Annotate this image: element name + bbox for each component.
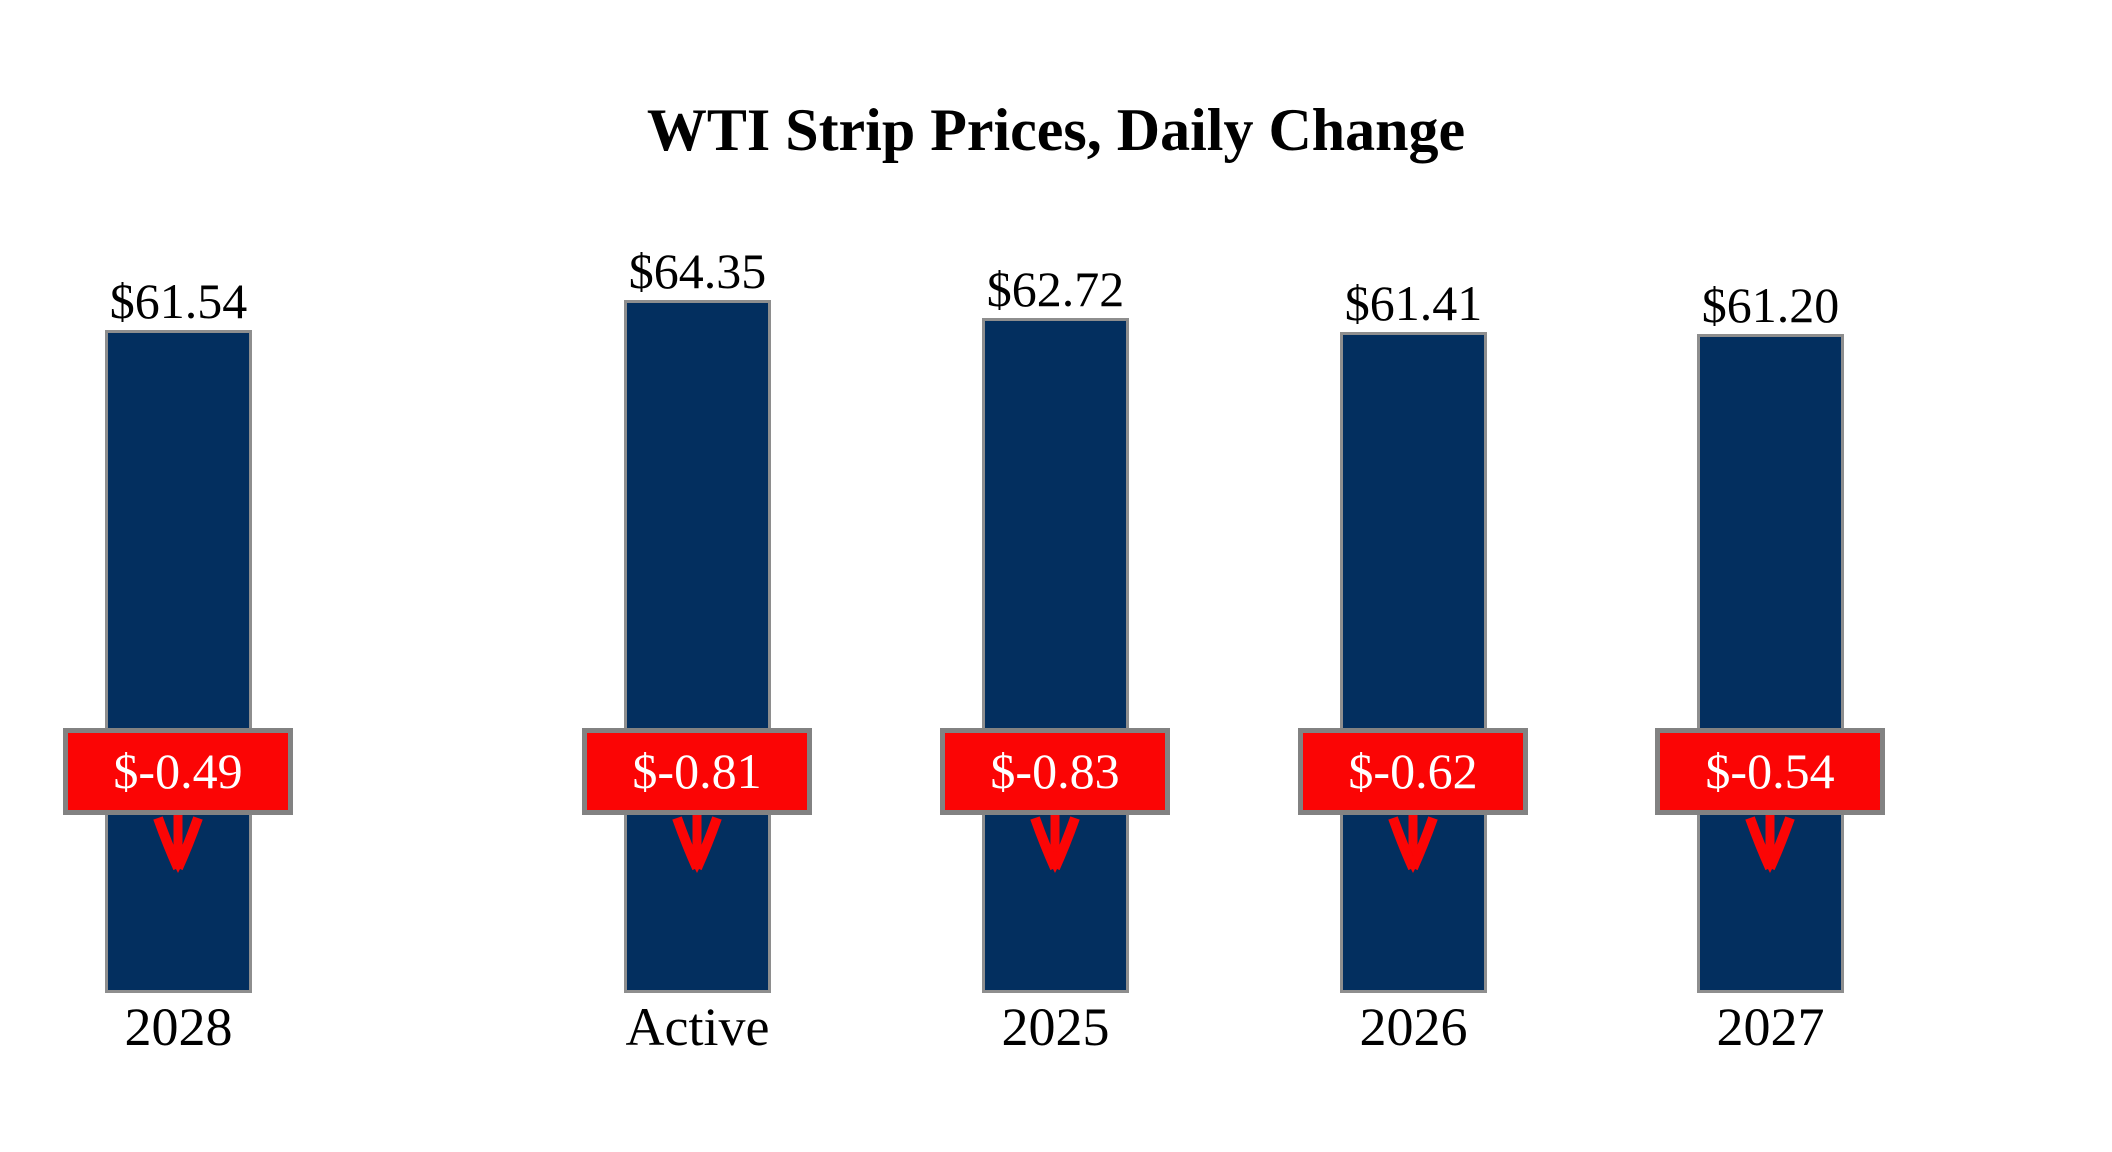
bar-group-2025: $62.72 $-0.83 2025 xyxy=(877,0,1234,1152)
down-arrow-icon xyxy=(1745,814,1795,873)
price-label: $61.20 xyxy=(1701,277,1840,333)
daily-change-badge: $-0.62 xyxy=(1298,728,1528,815)
daily-change-badge: $-0.49 xyxy=(63,728,293,815)
daily-change-badge: $-0.81 xyxy=(582,728,812,815)
price-label: $64.35 xyxy=(628,243,767,299)
price-bar xyxy=(105,330,252,993)
daily-change-badge: $-0.83 xyxy=(940,728,1170,815)
bar-group-2027: $61.20 $-0.54 2027 xyxy=(1592,0,1949,1152)
bar-group-active: $64.35 $-0.81 Active xyxy=(519,0,876,1152)
bar-group-2028: $61.54 $-0.49 2028 xyxy=(0,0,357,1152)
category-label: 2026 xyxy=(1359,997,1468,1057)
price-bar xyxy=(624,300,771,993)
price-label: $61.41 xyxy=(1344,275,1483,331)
chart-title: WTI Strip Prices, Daily Change xyxy=(646,97,1466,163)
down-arrow-icon xyxy=(153,814,203,873)
category-label: 2028 xyxy=(124,997,233,1057)
down-arrow-icon xyxy=(1388,814,1438,873)
category-label: 2025 xyxy=(1001,997,1110,1057)
down-arrow-icon xyxy=(672,814,722,873)
daily-change-badge: $-0.54 xyxy=(1655,728,1885,815)
price-bar xyxy=(982,318,1129,993)
bar-group-2026: $61.41 $-0.62 2026 xyxy=(1235,0,1592,1152)
price-label: $61.54 xyxy=(109,273,248,329)
category-label: Active xyxy=(625,997,770,1057)
down-arrow-icon xyxy=(1030,814,1080,873)
price-label: $62.72 xyxy=(986,261,1125,317)
category-label: 2027 xyxy=(1716,997,1825,1057)
price-bar xyxy=(1340,332,1487,993)
price-bar xyxy=(1697,334,1844,993)
